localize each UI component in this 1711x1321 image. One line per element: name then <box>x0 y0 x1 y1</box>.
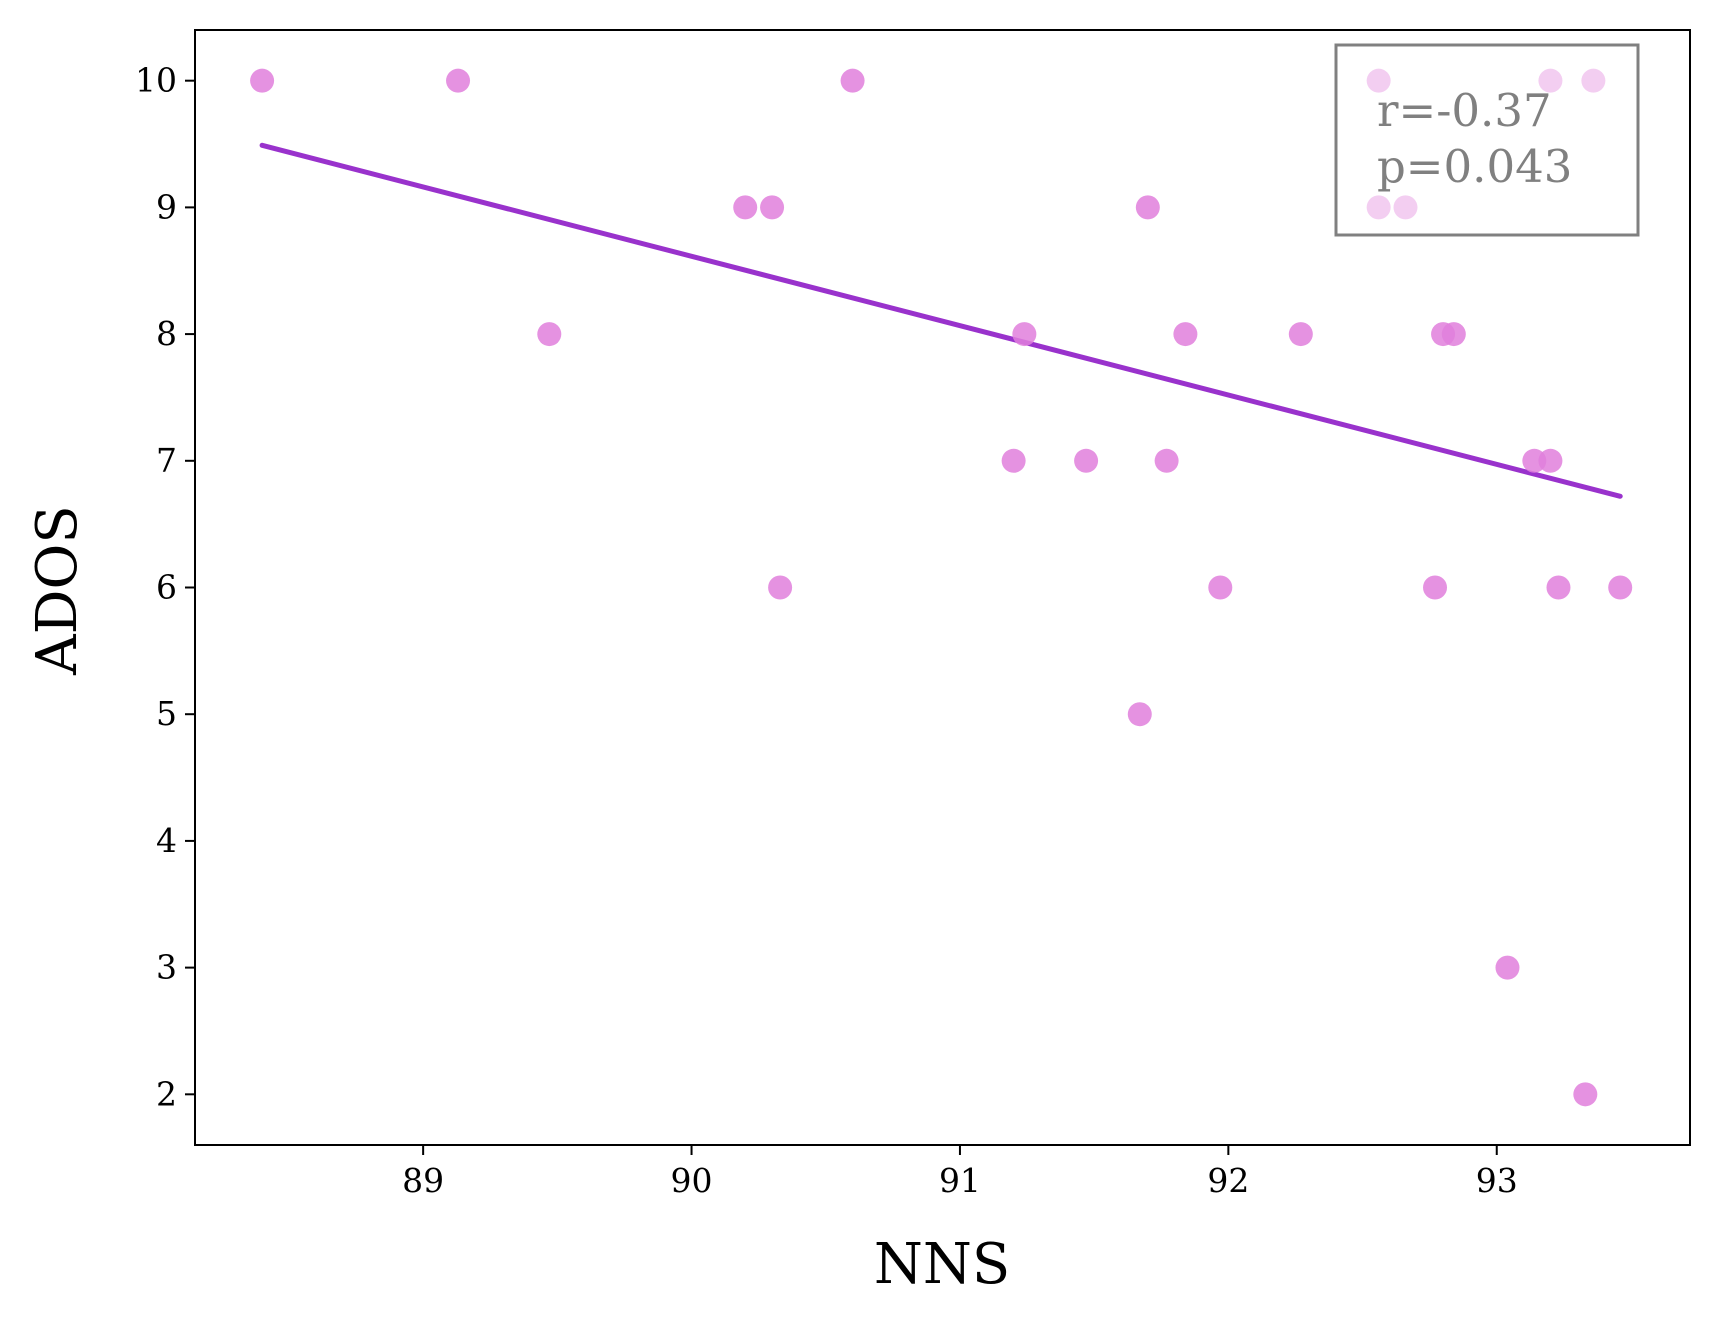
x-tick-label: 93 <box>1476 1161 1518 1200</box>
data-point <box>1135 195 1160 220</box>
regression-line <box>259 142 1623 499</box>
y-tick-label: 4 <box>156 821 177 860</box>
data-point <box>537 322 562 347</box>
x-tick-label: 89 <box>402 1161 444 1200</box>
data-point <box>1074 448 1099 473</box>
data-point <box>1154 448 1179 473</box>
data-point <box>1573 1082 1598 1107</box>
data-point <box>760 195 785 220</box>
annotation-text: p=0.043 <box>1377 140 1572 193</box>
annotation-text: r=-0.37 <box>1377 84 1552 137</box>
y-tick-label: 6 <box>156 568 177 607</box>
y-tick-label: 3 <box>156 948 177 987</box>
data-point <box>1173 322 1198 347</box>
data-point <box>1538 448 1563 473</box>
y-tick-label: 9 <box>156 187 177 226</box>
data-point <box>1208 575 1233 600</box>
data-point <box>1001 448 1026 473</box>
data-point <box>1423 575 1448 600</box>
y-tick-label: 7 <box>156 441 177 480</box>
y-tick-label: 10 <box>135 61 177 100</box>
data-point <box>1127 702 1152 727</box>
data-point <box>1495 955 1520 980</box>
x-tick-label: 92 <box>1207 1161 1249 1200</box>
y-axis-title: ADOS <box>25 505 90 676</box>
annotation-box <box>1334 43 1640 237</box>
data-point <box>1441 322 1466 347</box>
y-tick-label: 8 <box>156 314 177 353</box>
data-point <box>840 68 865 93</box>
y-tick-label: 2 <box>156 1074 177 1113</box>
data-point <box>1012 322 1037 347</box>
data-point <box>1546 575 1571 600</box>
data-point <box>1288 322 1313 347</box>
data-point <box>768 575 793 600</box>
data-point <box>250 68 275 93</box>
x-axis-title: NNS <box>874 1232 1010 1297</box>
data-point <box>733 195 758 220</box>
x-tick-label: 91 <box>939 1161 981 1200</box>
data-point <box>1608 575 1633 600</box>
data-point <box>446 68 471 93</box>
y-tick-label: 5 <box>156 694 177 733</box>
x-tick-label: 90 <box>671 1161 713 1200</box>
